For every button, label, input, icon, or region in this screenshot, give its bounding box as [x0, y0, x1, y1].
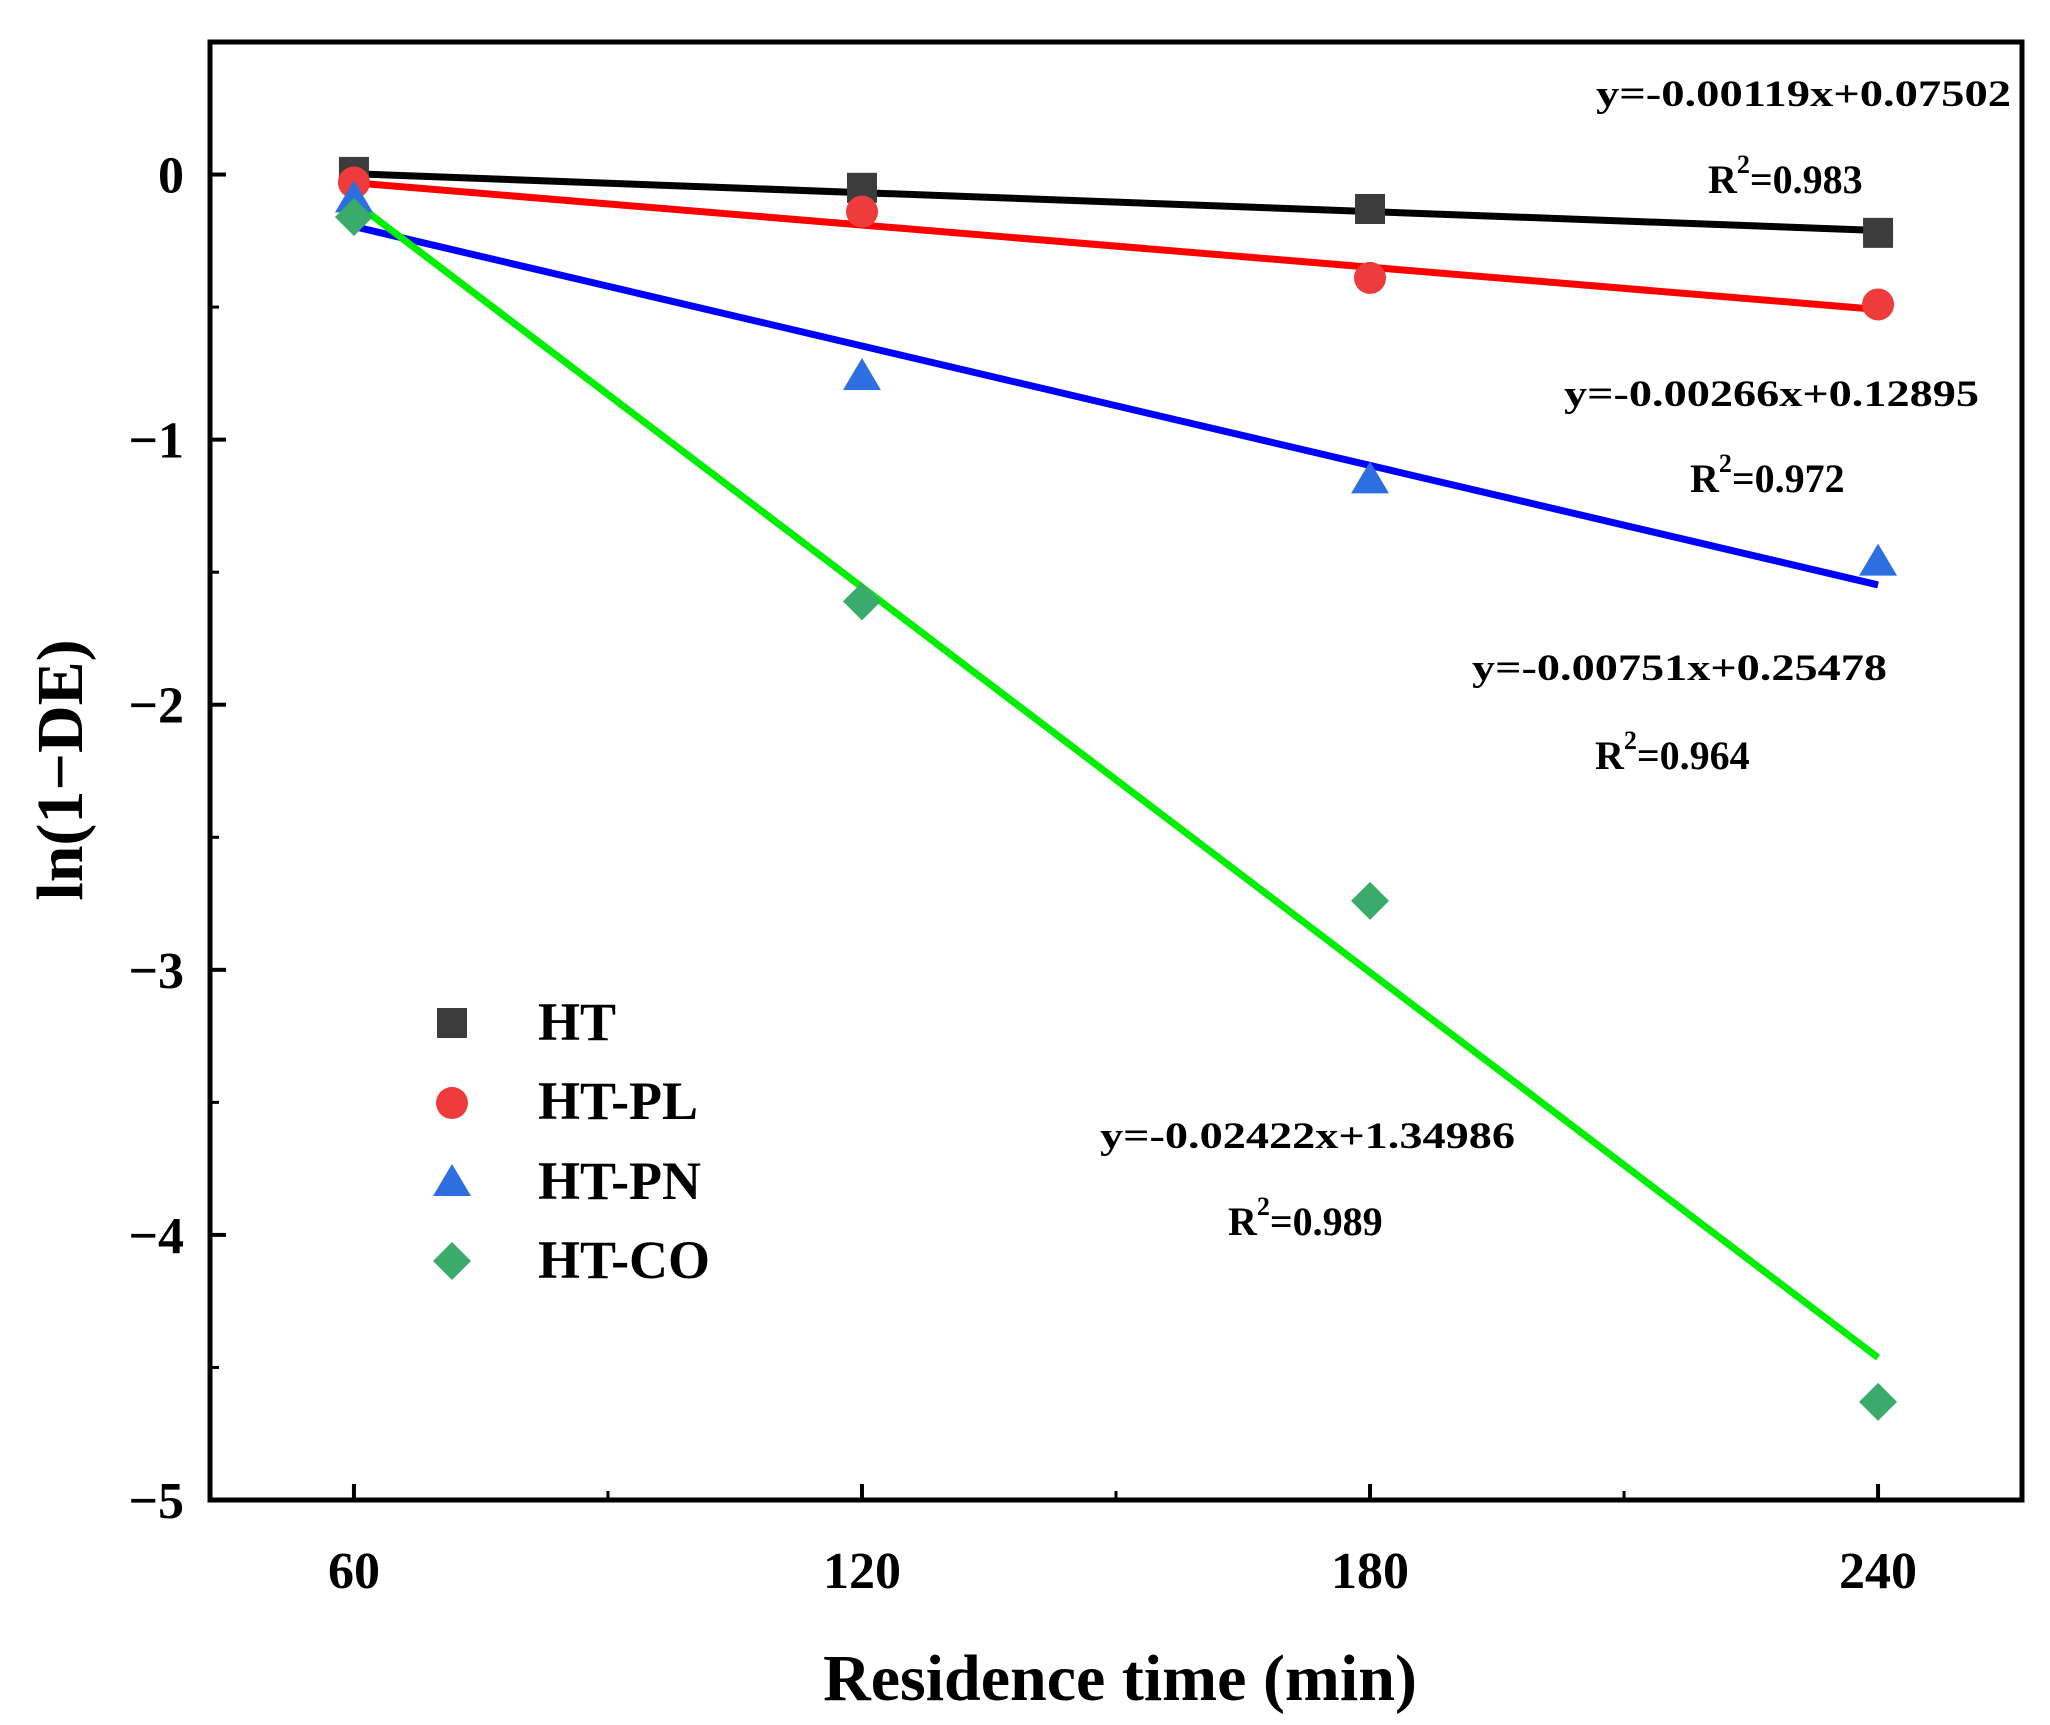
r2-ht-co-sup: 2: [1257, 1192, 1270, 1221]
data-point-ht-pl-180: [1354, 261, 1387, 294]
r2-ht-pn-value: =0.964: [1637, 733, 1750, 778]
r2-ht-co: R2=0.989: [1228, 1192, 1383, 1244]
data-point-ht-co-60: [334, 197, 373, 236]
fit-line-ht-pn: [353, 223, 1879, 589]
legend-label-ht-pl: HT-PL: [538, 1071, 698, 1131]
equation-ht-pn: y=-0.00751x+0.25478: [1472, 648, 1887, 689]
r2-ht-co-label: R: [1228, 1199, 1258, 1244]
data-point-ht-co-240: [1859, 1382, 1898, 1421]
legend-marker-ht-pl: [436, 1087, 468, 1119]
data-point-ht-pn-120: [842, 358, 881, 391]
r2-ht-label: R: [1708, 157, 1738, 202]
r2-ht-pl-sup: 2: [1719, 449, 1732, 478]
y-tick-label-4: −4: [128, 1208, 184, 1265]
r2-ht-pl-value: =0.972: [1732, 456, 1845, 501]
data-point-ht-pn-180: [1351, 461, 1390, 494]
legend-label-ht: HT: [538, 992, 616, 1052]
r2-ht-pn: R2=0.964: [1595, 726, 1750, 778]
legend: HT HT-PL HT-PN HT-CO: [433, 992, 710, 1290]
legend-marker-ht-pn: [433, 1164, 471, 1196]
r2-ht-co-value: =0.989: [1270, 1199, 1383, 1244]
fit-line-ht-pl: [353, 179, 1879, 313]
x-tick-label-60: 60: [328, 1543, 380, 1600]
x-tick-label-240: 240: [1839, 1543, 1917, 1600]
data-point-ht-180: [1355, 194, 1386, 225]
plot-frame: [207, 39, 2025, 1503]
data-point-ht-pn-240: [1859, 543, 1898, 576]
r2-ht-pn-label: R: [1595, 733, 1625, 778]
r2-ht-pn-sup: 2: [1624, 726, 1637, 755]
data-point-ht-co-180: [1351, 881, 1390, 920]
x-tick-label-180: 180: [1331, 1543, 1409, 1600]
data-point-ht-pn-60: [334, 180, 373, 213]
y-tick-label-0: 0: [158, 148, 184, 205]
axis-ticks: [210, 40, 1881, 1502]
legend-markers: [433, 1008, 471, 1280]
r2-ht-pl-label: R: [1690, 456, 1720, 501]
r2-ht: R2=0.983: [1708, 150, 1863, 202]
y-tick-label-5: −5: [128, 1473, 184, 1530]
y-tick-label-3: −3: [128, 943, 184, 1000]
legend-marker-ht: [437, 1008, 467, 1038]
y-axis-title: ln(1−DE): [24, 639, 97, 900]
r2-ht-pl: R2=0.972: [1690, 449, 1845, 501]
axis-tick-labels: 60 120 180 240 0 −1 −2 −3 −4 −5: [128, 148, 1917, 1600]
data-point-ht-co-120: [842, 582, 881, 621]
y-tick-label-2: −2: [128, 678, 184, 735]
data-point-ht-240: [1863, 217, 1894, 248]
r2-ht-sup: 2: [1737, 150, 1750, 179]
legend-marker-ht-co: [433, 1242, 471, 1280]
data-point-ht-pl-240: [1862, 288, 1895, 321]
equation-ht-pl: y=-0.00266x+0.12895: [1564, 374, 1979, 415]
legend-label-ht-co: HT-CO: [538, 1230, 710, 1290]
equation-ht-co: y=-0.02422x+1.34986: [1100, 1116, 1515, 1157]
data-point-ht-pl-120: [845, 195, 878, 228]
data-markers: [334, 156, 1898, 1421]
equation-ht: y=-0.00119x+0.07502: [1596, 74, 2011, 115]
fit-lines: [351, 170, 1881, 1361]
r2-ht-value: =0.983: [1750, 157, 1863, 202]
fit-line-ht-co: [351, 199, 1881, 1361]
x-axis-title: Residence time (min): [823, 1642, 1417, 1715]
y-tick-label-1: −1: [128, 413, 184, 470]
x-tick-label-120: 120: [823, 1543, 901, 1600]
fit-line-ht: [353, 170, 1879, 234]
legend-label-ht-pn: HT-PN: [538, 1151, 701, 1211]
